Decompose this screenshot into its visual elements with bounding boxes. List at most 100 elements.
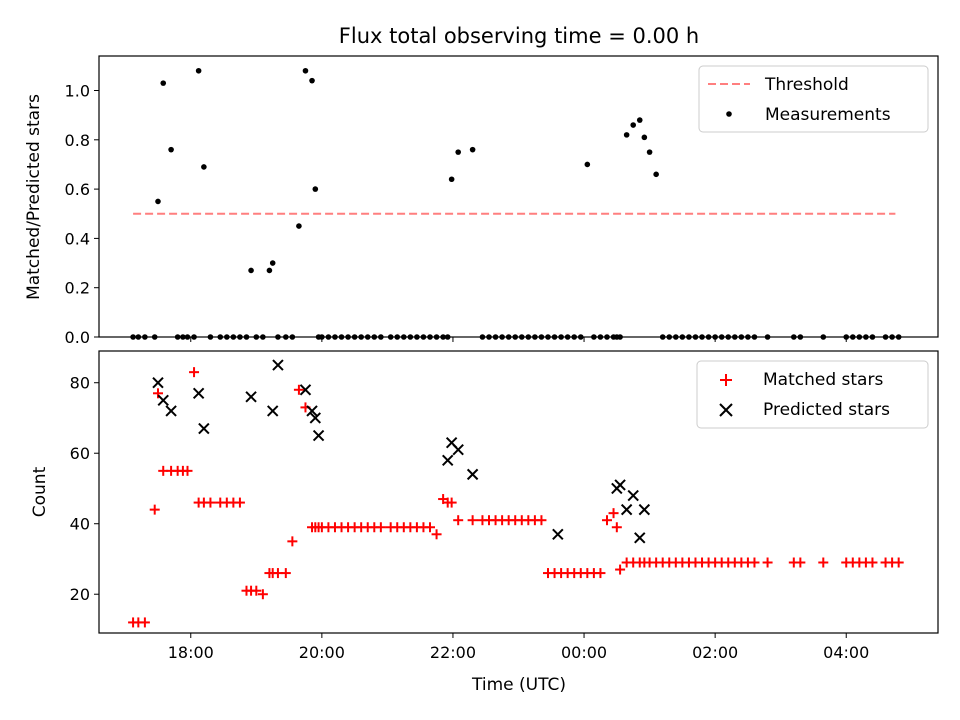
predicted-star-marker bbox=[272, 359, 284, 371]
x-tick-label: 04:00 bbox=[823, 643, 869, 662]
predicted-star-marker bbox=[245, 391, 257, 403]
matched-star-marker bbox=[595, 568, 606, 579]
x-tick-label: 20:00 bbox=[299, 643, 345, 662]
count-legend-box bbox=[696, 360, 929, 429]
matched-star-marker bbox=[795, 557, 806, 568]
matched-star-marker bbox=[257, 589, 268, 600]
matched-star-marker bbox=[287, 536, 298, 547]
count-y-tick-label: 40 bbox=[70, 515, 90, 534]
measurement-point bbox=[623, 132, 630, 138]
measurements-legend-label: Measurements bbox=[765, 105, 891, 125]
count-y-tick-label: 20 bbox=[70, 585, 90, 604]
matched-star-marker bbox=[608, 508, 619, 519]
threshold-legend-label: Threshold bbox=[764, 75, 849, 95]
matched-star-marker bbox=[467, 515, 478, 526]
ratio-y-tick-label: 0.2 bbox=[65, 279, 90, 298]
count-legend: Matched stars Predicted stars bbox=[696, 360, 929, 429]
matched-star-marker bbox=[149, 504, 160, 515]
measurement-point bbox=[269, 260, 276, 266]
measurement-point bbox=[296, 223, 302, 229]
matched-star-marker bbox=[611, 522, 622, 533]
measurement-point bbox=[160, 80, 167, 86]
measurement-point bbox=[641, 134, 648, 141]
measurement-point bbox=[584, 161, 591, 168]
matched-star-marker bbox=[280, 568, 291, 579]
matched-star-marker bbox=[749, 557, 760, 568]
matched-star-marker bbox=[251, 585, 262, 596]
predicted-star-marker bbox=[627, 489, 639, 502]
measurement-point bbox=[195, 67, 202, 74]
measurement-point bbox=[455, 149, 461, 155]
measurement-point bbox=[266, 267, 273, 274]
measurement-point bbox=[309, 77, 315, 84]
matched-star-marker bbox=[536, 515, 547, 526]
predicted-star-marker bbox=[165, 405, 177, 417]
matched-star-marker bbox=[234, 497, 245, 508]
measurement-point bbox=[469, 146, 476, 153]
ratio-legend-box bbox=[698, 65, 929, 133]
predicted-star-marker bbox=[192, 387, 205, 400]
matched-legend-swatch bbox=[720, 374, 732, 386]
predicted-star-marker bbox=[634, 532, 646, 544]
ratio-y-tick-label: 0.6 bbox=[65, 180, 90, 199]
count-plot-frame bbox=[98, 350, 939, 634]
matched-star-marker bbox=[425, 522, 436, 533]
ratio-panel: 0.0 0.2 0.4 0.6 0.8 1.0 Matched/Predicted sta… bbox=[24, 55, 939, 347]
x-tick-label: 00:00 bbox=[561, 643, 607, 662]
predicted-star-marker bbox=[614, 479, 626, 491]
ratio-y-tick-label: 0.8 bbox=[65, 131, 90, 150]
x-tick-label: 18:00 bbox=[168, 643, 214, 662]
measurements-legend-swatch bbox=[726, 111, 732, 117]
predicted-star-marker bbox=[638, 503, 651, 516]
ratio-plot-frame bbox=[98, 55, 939, 338]
measurement-point bbox=[201, 164, 207, 170]
measurement-point bbox=[636, 117, 643, 123]
matched-star-marker bbox=[601, 515, 612, 526]
ratio-y-axis-label: Matched/Predicted stars bbox=[24, 94, 44, 300]
ratio-legend: Threshold Measurements bbox=[698, 65, 929, 133]
ratio-y-tick-label: 0.4 bbox=[65, 229, 90, 248]
predicted-star-marker bbox=[157, 394, 169, 407]
count-y-axis-label: Count bbox=[30, 466, 50, 517]
matched-legend-label: Matched stars bbox=[763, 370, 883, 390]
predicted-star-marker bbox=[152, 377, 164, 389]
predicted-star-marker bbox=[552, 528, 564, 541]
measurement-point bbox=[248, 267, 254, 274]
matched-star-marker bbox=[431, 529, 442, 540]
matched-star-marker bbox=[375, 522, 386, 533]
x-axis-label: Time (UTC) bbox=[471, 675, 566, 695]
predicted-star-marker bbox=[312, 429, 325, 442]
matched-star-marker bbox=[446, 497, 457, 508]
measurement-point bbox=[168, 146, 174, 153]
measurement-point bbox=[646, 149, 653, 155]
matched-star-marker bbox=[182, 465, 193, 476]
measurement-point bbox=[302, 67, 309, 74]
predicted-star-marker bbox=[266, 405, 279, 417]
predicted-star-marker bbox=[620, 503, 633, 516]
predicted-star-marker bbox=[442, 454, 454, 466]
ratio-y-tick-label: 1.0 bbox=[65, 82, 90, 101]
predicted-star-marker bbox=[306, 405, 318, 417]
matched-star-marker bbox=[893, 557, 904, 568]
matched-star-marker bbox=[293, 384, 304, 395]
predicted-star-marker bbox=[466, 468, 479, 481]
x-tick-label: 02:00 bbox=[692, 643, 738, 662]
chart-title: Flux total observing time = 0.00 h bbox=[339, 24, 699, 48]
count-y-tick-label: 80 bbox=[70, 374, 90, 393]
x-tick-label: 22:00 bbox=[430, 643, 476, 662]
matched-star-marker bbox=[615, 564, 626, 575]
predicted-star-marker bbox=[198, 422, 210, 435]
predicted-legend-swatch bbox=[719, 403, 733, 417]
matched-star-marker bbox=[152, 388, 163, 399]
matched-star-marker bbox=[453, 515, 464, 526]
predicted-star-marker bbox=[309, 412, 322, 424]
matched-star-marker bbox=[867, 557, 878, 568]
matched-star-marker bbox=[818, 557, 829, 568]
ratio-y-tick-label: 0.0 bbox=[65, 328, 90, 347]
measurement-point bbox=[630, 122, 637, 128]
measurement-point bbox=[448, 176, 455, 183]
predicted-star-marker bbox=[299, 384, 312, 396]
matched-star-marker bbox=[762, 557, 773, 568]
measurement-point bbox=[312, 186, 319, 192]
